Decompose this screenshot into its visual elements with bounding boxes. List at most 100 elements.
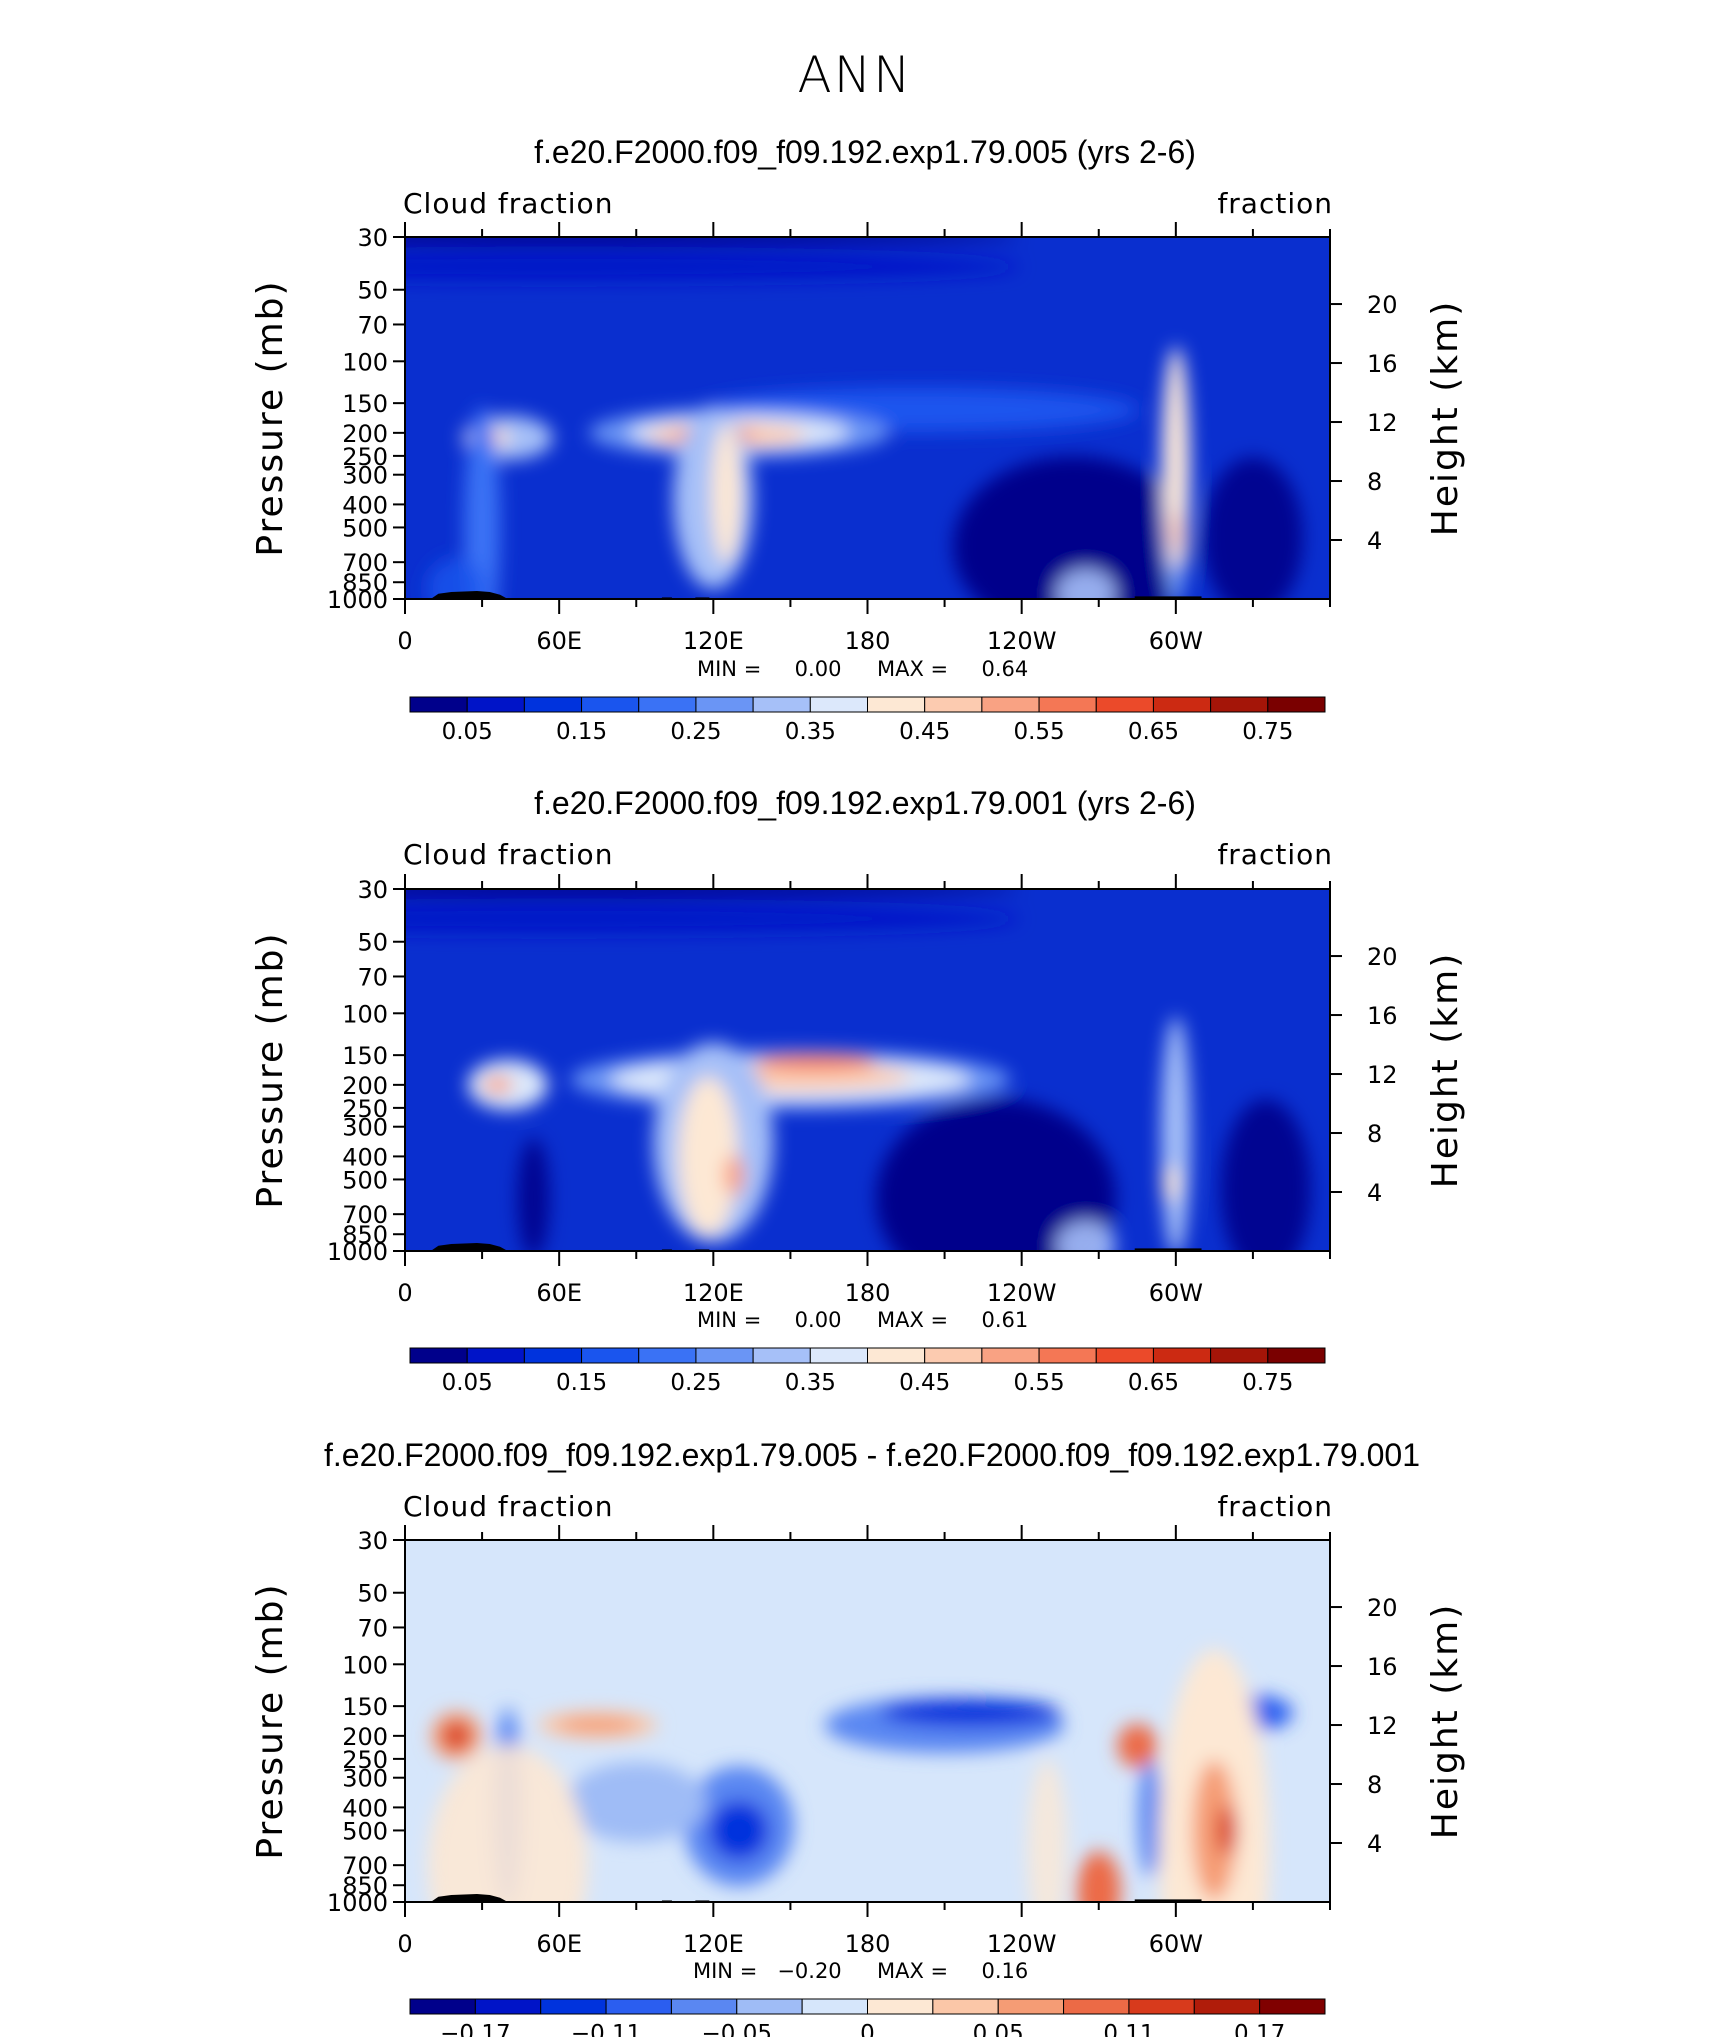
- longitude-tick-label: 60W: [1149, 1279, 1203, 1307]
- colorbar-swatch: [1193, 1998, 1261, 2015]
- pressure-tick-label: 70: [357, 963, 388, 991]
- contour-region: [464, 407, 501, 599]
- colorbar-swatch: [1128, 1998, 1195, 2015]
- pressure-tick-label: 700: [342, 549, 388, 577]
- colorbar-swatch: [523, 696, 583, 713]
- longitude-tick-label: 60E: [536, 627, 582, 655]
- contour-region: [405, 237, 1020, 245]
- height-axis-title: Height (km): [1425, 300, 1466, 536]
- pressure-tick-label: 1000: [327, 586, 388, 614]
- contour-region: [442, 1721, 471, 1750]
- colorbar-tick-label: 0.65: [1128, 719, 1179, 745]
- pressure-axis-title: Pressure (mb): [250, 931, 291, 1208]
- pressure-tick-label: 300: [342, 462, 388, 490]
- pressure-tick-label: 250: [342, 1746, 388, 1774]
- longitude-tick-label: 60W: [1149, 1930, 1203, 1958]
- pressure-tick-label: 700: [342, 1201, 388, 1229]
- pressure-tick-label: 100: [342, 348, 388, 376]
- panel-2: f.e20.F2000.f09_f09.192.exp1.79.001 (yrs…: [250, 785, 1466, 1396]
- colorbar-swatch: [638, 696, 697, 713]
- pressure-tick-label: 500: [342, 1166, 388, 1194]
- panel-3-min-label: MIN = −0.20: [693, 1959, 842, 1983]
- longitude-tick-label: 120E: [683, 1279, 744, 1307]
- contour-region: [566, 1762, 707, 1843]
- colorbar-tick-label: 0.05: [442, 719, 493, 745]
- longitude-tick-label: 180: [845, 627, 891, 655]
- height-tick-label: 12: [1367, 1061, 1398, 1089]
- pressure-tick-label: 400: [342, 491, 388, 519]
- height-tick-label: 20: [1367, 291, 1398, 319]
- topography-mask: [1134, 596, 1202, 599]
- colorbar-tick-label: 0.15: [556, 1370, 607, 1396]
- colorbar-tick-label: 0.55: [1013, 719, 1064, 745]
- colorbar-tick-label: 0: [860, 2021, 875, 2037]
- height-tick-label: 4: [1367, 1179, 1382, 1207]
- longitude-tick-label: 60E: [536, 1279, 582, 1307]
- topography-mask: [430, 1242, 508, 1251]
- panel-1-variable-label: Cloud fraction: [403, 187, 613, 220]
- pressure-tick-label: 1000: [327, 1238, 388, 1266]
- colorbar-tick-label: 0.75: [1242, 719, 1293, 745]
- contour-region: [427, 1745, 588, 1902]
- pressure-tick-label: 500: [342, 1817, 388, 1845]
- longitude-tick-label: 120W: [987, 1279, 1057, 1307]
- panel-3: f.e20.F2000.f09_f09.192.exp1.79.005 - f.…: [250, 1437, 1466, 2037]
- colorbar-swatch: [466, 1347, 525, 1364]
- height-tick-label: 4: [1367, 527, 1382, 555]
- colorbar-swatch: [981, 1347, 1040, 1364]
- colorbar-swatch: [932, 1998, 999, 2015]
- contour-region: [1055, 1220, 1116, 1251]
- contour-region: [557, 1716, 638, 1733]
- height-tick-label: 8: [1367, 1771, 1382, 1799]
- pressure-tick-label: 100: [342, 1651, 388, 1679]
- pressure-tick-label: 700: [342, 1852, 388, 1880]
- panel-2-min-label: MIN = 0.00: [697, 1308, 841, 1332]
- colorbar-swatch: [867, 1347, 926, 1364]
- contour-region: [1076, 1851, 1121, 1902]
- colorbar-swatch: [1210, 1347, 1269, 1364]
- colorbar-tick-label: 0.65: [1128, 1370, 1179, 1396]
- colorbar-swatch: [540, 1998, 607, 2015]
- colorbar-swatch: [409, 1347, 468, 1364]
- colorbar-swatch: [924, 1347, 983, 1364]
- contour-region: [1162, 1165, 1179, 1202]
- colorbar-swatch: [1095, 696, 1154, 713]
- pressure-tick-label: 30: [357, 876, 388, 904]
- pressure-tick-label: 300: [342, 1765, 388, 1793]
- longitude-tick-label: 0: [397, 1279, 412, 1307]
- pressure-tick-label: 70: [357, 311, 388, 339]
- contour-region: [405, 889, 1020, 897]
- pressure-tick-label: 70: [357, 1614, 388, 1642]
- pressure-tick-label: 500: [342, 514, 388, 542]
- colorbar-swatch: [752, 696, 811, 713]
- contour-region: [405, 252, 1020, 281]
- panel-2-title: f.e20.F2000.f09_f09.192.exp1.79.001 (yrs…: [534, 785, 1196, 821]
- contour-region: [709, 1800, 770, 1861]
- topography-mask: [1134, 1248, 1202, 1251]
- contour-region: [678, 1076, 739, 1237]
- topography-mask: [430, 1893, 508, 1902]
- colorbar-tick-label: 0.45: [899, 719, 950, 745]
- colorbar-tick-label: −0.05: [702, 2021, 772, 2037]
- height-tick-label: 20: [1367, 1594, 1398, 1622]
- colorbar-tick-label: 0.45: [899, 1370, 950, 1396]
- panel-3-max-label: MAX = 0.16: [877, 1959, 1028, 1983]
- panel-1: f.e20.F2000.f09_f09.192.exp1.79.005 (yrs…: [250, 134, 1466, 745]
- pressure-tick-label: 100: [342, 1000, 388, 1028]
- pressure-tick-label: 150: [342, 390, 388, 418]
- colorbar-swatch: [1152, 1347, 1212, 1364]
- colorbar-swatch: [867, 696, 926, 713]
- height-tick-label: 20: [1367, 943, 1398, 971]
- pressure-tick-label: 250: [342, 443, 388, 471]
- colorbar-swatch: [1267, 1347, 1326, 1364]
- pressure-tick-label: 150: [342, 1693, 388, 1721]
- pressure-axis-title: Pressure (mb): [250, 279, 291, 556]
- colorbar-swatch: [1095, 1347, 1154, 1364]
- contour-region: [405, 904, 1020, 933]
- colorbar-swatch: [1038, 1347, 1097, 1364]
- contour-region: [426, 558, 487, 599]
- longitude-tick-label: 180: [845, 1930, 891, 1958]
- longitude-tick-label: 120E: [683, 627, 744, 655]
